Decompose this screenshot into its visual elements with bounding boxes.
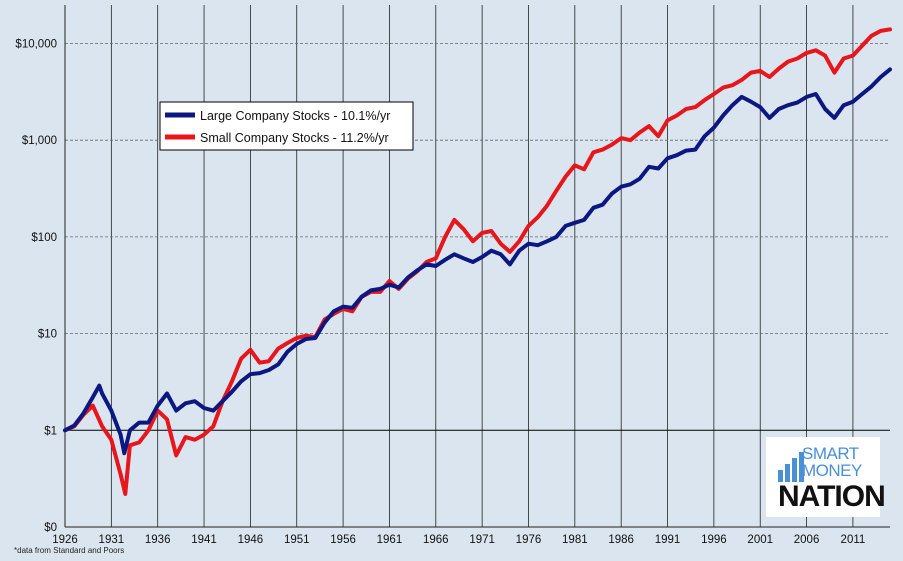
x-tick-label: 1946: [238, 534, 264, 546]
y-tick-label: $0: [44, 522, 57, 534]
x-tick-label: 2006: [794, 534, 820, 546]
x-tick-label: 1926: [52, 534, 78, 546]
y-axis-ticks: $0 $1 $10 $100 $1,000 $10,000: [15, 38, 57, 534]
x-tick-label: 1951: [284, 534, 310, 546]
smart-money-nation-logo: SMART MONEY NATION: [766, 437, 886, 517]
series-line-small-company: [63, 27, 892, 496]
logo-bars-icon: [778, 448, 806, 482]
logo-line1: SMART: [802, 444, 859, 463]
y-tick-label: $1,000: [22, 135, 57, 147]
series-lines: [63, 27, 892, 496]
x-tick-label: 1971: [469, 534, 495, 546]
y-tick-label: $1: [44, 425, 57, 437]
x-tick-label: 1981: [562, 534, 588, 546]
x-tick-label: 1941: [191, 534, 217, 546]
vertical-gridlines: [64, 5, 854, 527]
legend: Large Company Stocks - 10.1%/yr Small Co…: [159, 101, 414, 151]
legend-label-large: Large Company Stocks - 10.1%/yr: [200, 109, 390, 123]
x-tick-label: 1996: [701, 534, 727, 546]
x-tick-label: 1966: [423, 534, 449, 546]
x-tick-label: 1961: [377, 534, 403, 546]
y-tick-label: $100: [31, 232, 57, 244]
y-tick-label: $10: [38, 329, 57, 341]
x-tick-label: 1936: [145, 534, 171, 546]
x-tick-label: 1986: [608, 534, 634, 546]
x-tick-label: 2001: [747, 534, 773, 546]
legend-label-small: Small Company Stocks - 11.2%/yr: [200, 131, 389, 145]
series-line-large-company: [63, 67, 892, 456]
logo-line2: MONEY: [802, 461, 862, 480]
x-tick-label: 1991: [655, 534, 681, 546]
x-tick-label: 1931: [99, 534, 125, 546]
x-tick-label: 1956: [330, 534, 356, 546]
legend-box: [159, 101, 414, 151]
x-axis-ticks: 1926 1931 1936 1941 1946 1951 1956 1961 1966 1971…: [52, 534, 865, 546]
logo-line3: NATION: [778, 480, 886, 513]
footnote: *data from Standard and Poors: [14, 546, 125, 555]
x-tick-label: 1976: [516, 534, 542, 546]
plot-area: [65, 5, 890, 527]
x-tick-label: 2011: [841, 534, 866, 546]
y-tick-label: $10,000: [15, 38, 57, 50]
